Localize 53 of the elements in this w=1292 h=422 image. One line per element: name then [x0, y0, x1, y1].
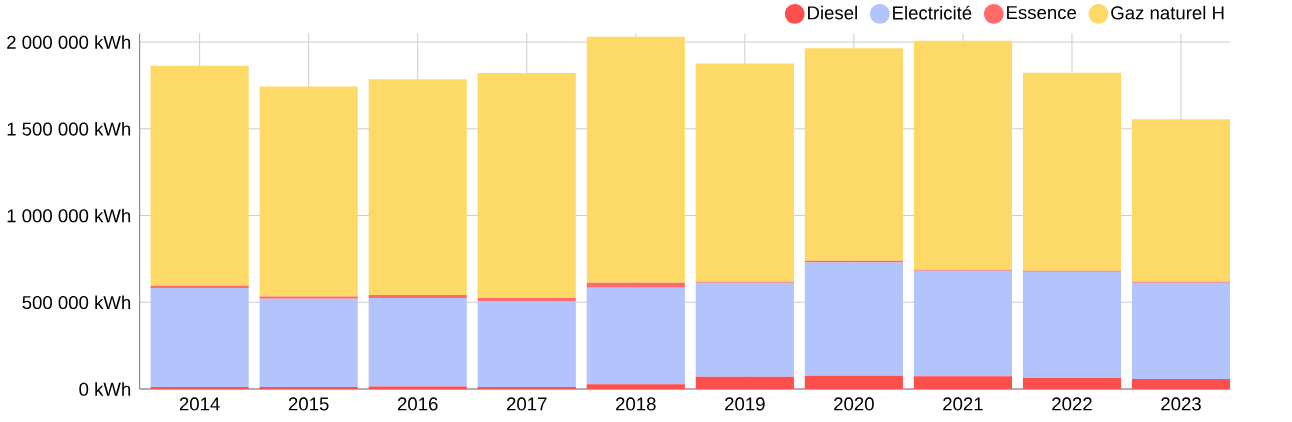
- bar: [477, 300, 576, 387]
- legend-label: Essence: [1007, 5, 1077, 19]
- bar: [804, 48, 903, 261]
- x-tick-label: 2016: [397, 397, 438, 411]
- bar: [804, 262, 903, 376]
- bar: [695, 376, 794, 389]
- bar: [695, 282, 794, 377]
- legend-label: Diesel: [808, 5, 857, 20]
- bar: [913, 375, 1012, 389]
- bar: [150, 287, 249, 387]
- bar: [1022, 377, 1122, 389]
- y-tick-label: 0 kWh: [79, 381, 131, 396]
- bar: [804, 375, 903, 389]
- x-tick-label: 2022: [1052, 397, 1092, 411]
- x-tick-label: 2015: [288, 397, 329, 411]
- y-tick-label: 1 000 000 kWh: [7, 208, 131, 223]
- bar: [695, 63, 794, 282]
- y-tick-label: 500 000 kWh: [22, 295, 131, 309]
- bar: [477, 386, 576, 389]
- bar: [368, 386, 467, 389]
- bar: [150, 65, 249, 286]
- bar: [368, 78, 467, 295]
- bar: [586, 384, 685, 389]
- bar: [368, 294, 467, 298]
- bar: [259, 386, 358, 389]
- bar: [477, 72, 576, 298]
- bar: [259, 86, 358, 297]
- x-tick-label: 2020: [834, 397, 874, 411]
- bar: [1022, 72, 1122, 271]
- bar: [913, 270, 1012, 376]
- bar: [1131, 119, 1231, 282]
- bar: [1022, 271, 1122, 378]
- x-tick-label: 2014: [179, 397, 220, 411]
- x-tick-label: 2018: [616, 397, 656, 411]
- bar: [586, 282, 685, 288]
- bar: [586, 36, 685, 283]
- y-tick-label: 1 500 000 kWh: [7, 121, 131, 136]
- x-tick-label: 2021: [943, 397, 983, 411]
- bar: [1131, 282, 1231, 379]
- bar: [913, 40, 1012, 270]
- bar: [150, 285, 249, 288]
- y-tick-label: 2 000 000 kWh: [7, 35, 131, 49]
- x-tick-label: 2019: [725, 397, 765, 411]
- bar: [150, 386, 249, 389]
- bar: [259, 298, 358, 387]
- bar: [368, 297, 467, 387]
- bar: [1131, 378, 1231, 389]
- x-tick-label: 2023: [1161, 397, 1201, 411]
- legend-label: Gaz naturel H: [1111, 5, 1224, 20]
- x-tick-label: 2017: [507, 397, 547, 411]
- bar: [586, 287, 685, 385]
- legend-label: Electricité: [893, 5, 972, 20]
- bar: [477, 297, 576, 301]
